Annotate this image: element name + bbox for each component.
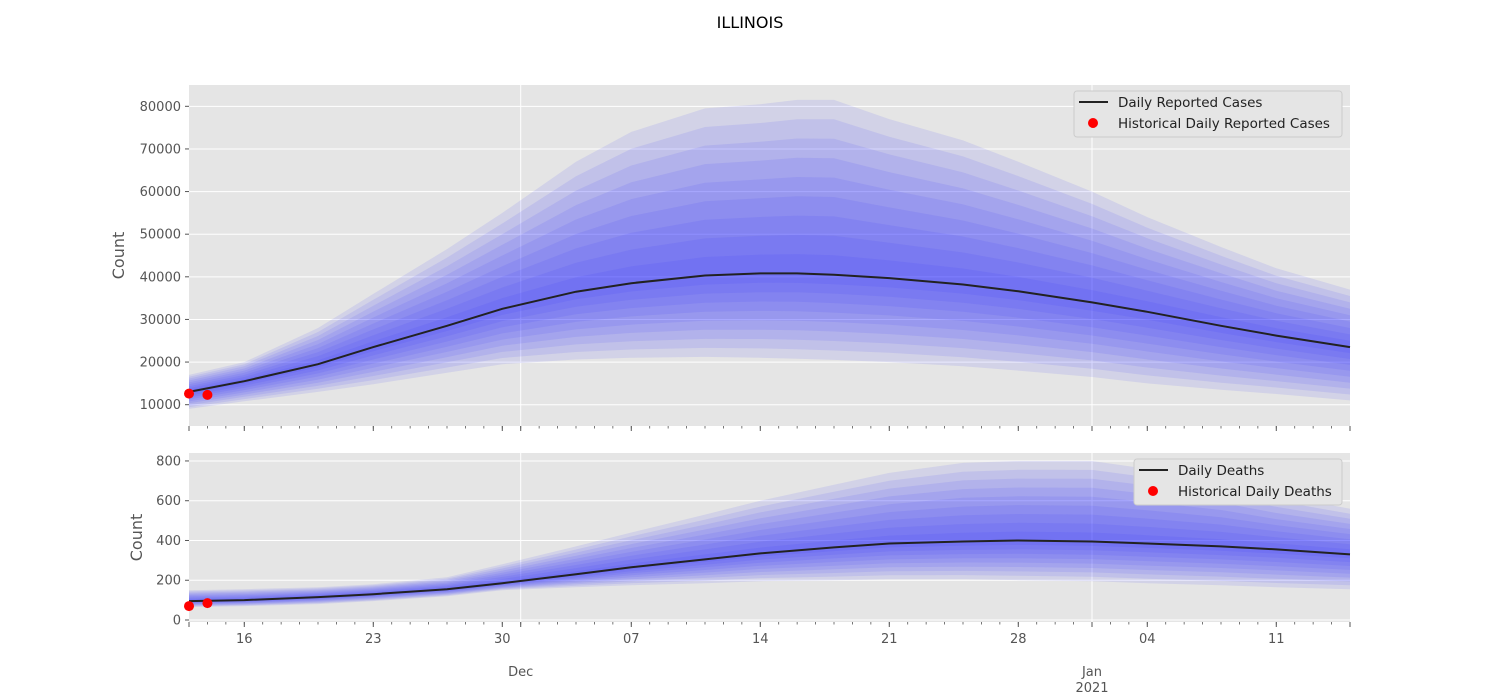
y-tick-label: 20000 [140,356,181,371]
legend-label-historical-deaths: Historical Daily Deaths [1178,484,1332,500]
x-tick-label: 11 [1268,632,1285,647]
cases-legend: Daily Reported Cases Historical Daily Re… [1073,90,1343,138]
band-layer [189,522,1350,603]
chart-title: ILLINOIS [717,13,784,32]
y-tick-label: 70000 [140,142,181,157]
band-layer [189,505,1350,604]
cases-y-axis-label: Count [109,232,128,280]
cases-legend-box [1073,90,1343,138]
band-layer [189,461,1350,608]
band-layer [189,496,1350,605]
cases-historical-points [184,388,213,400]
legend-label-daily-reported-cases: Daily Reported Cases [1118,95,1262,111]
x-tick-label: 04 [1139,632,1156,647]
series-line-daily-deaths [188,539,1351,603]
band-layer [189,487,1350,606]
x-tick-label: 28 [1010,632,1027,647]
deaths-y-ticks: 0 200 400 600 800 [156,454,189,629]
y-tick-label: 0 [173,614,181,629]
deaths-y-axis-label: Count [127,514,146,562]
legend-label-historical-cases: Historical Daily Reported Cases [1118,116,1330,132]
historical-point [184,601,194,612]
deaths-legend-box [1133,458,1343,506]
historical-point [184,388,194,399]
band-layer [189,531,1350,602]
deaths-historical-points [184,598,213,612]
band-layer [189,177,1350,402]
y-tick-label: 60000 [140,185,181,200]
band-layer [189,254,1350,394]
deaths-panel: 0 200 400 600 800 Count Daily Deaths Histori… [127,453,1351,629]
legend-dot-swatch [1088,118,1098,128]
x-tick-label: 21 [881,632,898,647]
band-layer [189,99,1350,409]
legend-label-daily-deaths: Daily Deaths [1178,463,1264,479]
cases-x-ticks [188,426,1351,431]
band-layer [189,514,1350,604]
x-tick-label: 30 [494,632,511,647]
y-tick-label: 200 [156,574,181,589]
deaths-x-ticks [188,622,1351,627]
x-year-label: 2021 [1075,681,1108,696]
y-tick-label: 400 [156,534,181,549]
cases-gridlines [189,85,1350,426]
x-tick-label: 07 [623,632,640,647]
x-tick-label: 16 [236,632,253,647]
band-layer [189,469,1350,607]
y-tick-label: 600 [156,494,181,509]
cases-plot-area [189,85,1350,426]
deaths-uncertainty-band [189,461,1350,608]
x-tick-label: 23 [365,632,382,647]
band-layer [189,234,1350,396]
y-tick-label: 80000 [140,100,181,115]
cases-uncertainty-band [189,99,1350,409]
cases-y-ticks: 10000 20000 30000 40000 50000 60000 70000 80000 [140,100,189,413]
y-tick-label: 10000 [140,398,181,413]
y-tick-label: 50000 [140,228,181,243]
x-month-label: Dec [508,665,533,680]
legend-dot-swatch [1148,486,1158,496]
deaths-legend: Daily Deaths Historical Daily Deaths [1133,458,1343,506]
x-tick-label: 14 [752,632,769,647]
band-layer [189,215,1350,398]
historical-point [202,389,213,400]
band-layer [189,119,1350,408]
band-layer [189,138,1350,406]
y-tick-label: 30000 [140,313,181,328]
x-month-label: Jan [1081,665,1102,680]
series-line-daily-reported-cases [188,272,1351,393]
band-layer [189,478,1350,606]
cases-panel: 10000 20000 30000 40000 50000 60000 70000 80000… [109,85,1351,431]
y-tick-label: 800 [156,454,181,469]
band-layer [189,157,1350,404]
historical-point [202,598,213,609]
band-layer [189,196,1350,400]
y-tick-label: 40000 [140,270,181,285]
